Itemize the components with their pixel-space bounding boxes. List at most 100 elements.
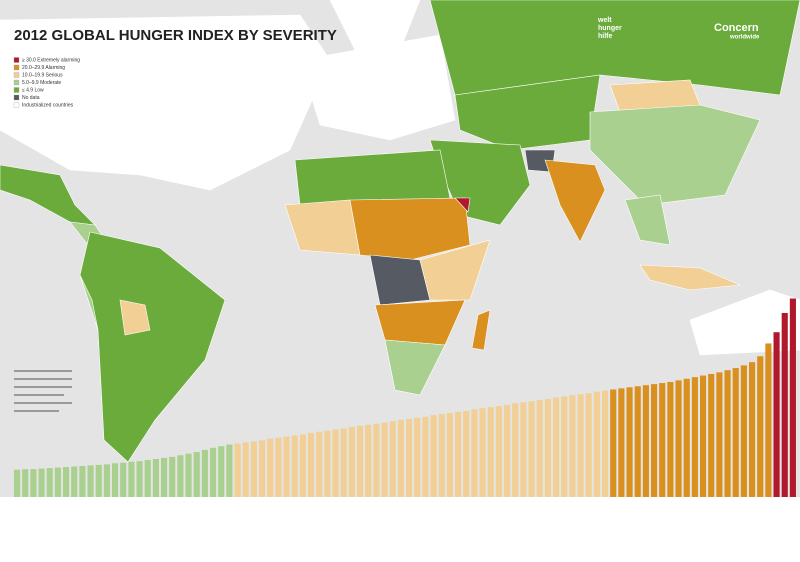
west-africa <box>284 199 361 256</box>
bar <box>724 370 731 497</box>
bar <box>430 415 437 497</box>
bar <box>626 387 633 497</box>
bar <box>438 414 445 497</box>
logo-text: hilfe <box>598 33 612 40</box>
bar <box>406 418 413 497</box>
legend-swatch <box>13 64 20 71</box>
bar <box>422 416 429 497</box>
india <box>544 159 606 243</box>
bar <box>226 444 233 497</box>
bar <box>732 368 739 497</box>
bar <box>275 437 282 497</box>
bar <box>308 432 315 497</box>
bar <box>642 385 649 497</box>
bar <box>504 404 511 497</box>
note-line <box>14 394 64 396</box>
bar <box>161 457 168 497</box>
note-line <box>14 402 72 404</box>
east-africa <box>419 239 491 301</box>
title: 2012 GLOBAL HUNGER INDEX BY SEVERITY <box>14 27 337 44</box>
bar <box>389 421 396 497</box>
legend-label: 20.0–29.9 Alarming <box>22 65 65 71</box>
south-america <box>79 231 226 463</box>
bar <box>749 362 756 497</box>
bar <box>536 400 543 497</box>
bar <box>773 332 780 497</box>
label-strip <box>0 497 800 562</box>
bar <box>740 365 747 497</box>
legend-label: 10.0–19.9 Serious <box>22 72 63 78</box>
southern-africa <box>374 299 466 346</box>
bar <box>781 312 788 497</box>
bar <box>14 469 21 497</box>
bar <box>30 469 37 497</box>
bar <box>716 372 723 497</box>
mexico <box>0 164 96 226</box>
bar <box>683 378 690 497</box>
note-line <box>14 378 72 380</box>
note-text <box>14 370 72 412</box>
bar <box>708 373 715 497</box>
legend-swatch <box>13 79 20 86</box>
bar <box>193 452 200 497</box>
bar <box>651 384 658 497</box>
bar <box>87 465 94 497</box>
horn-of-africa <box>454 197 471 213</box>
bar <box>455 411 462 497</box>
bar <box>79 465 86 497</box>
bar <box>495 406 502 497</box>
bar <box>185 453 192 497</box>
bar <box>512 403 519 497</box>
bar <box>54 467 61 497</box>
bar <box>414 417 421 497</box>
bar <box>348 426 355 497</box>
bar <box>553 397 560 497</box>
bar <box>120 462 127 497</box>
bar <box>610 389 617 497</box>
bar <box>397 419 404 497</box>
bar <box>177 455 184 497</box>
bar <box>46 468 53 497</box>
sahel <box>349 197 471 261</box>
legend-swatch <box>13 94 20 101</box>
bar <box>618 388 625 497</box>
bar <box>446 413 453 497</box>
bar <box>291 435 298 497</box>
bar <box>242 442 249 497</box>
russia <box>429 0 800 96</box>
bar <box>316 431 323 497</box>
bar <box>324 430 331 497</box>
bar <box>95 464 102 497</box>
south-africa <box>384 339 446 396</box>
bar <box>267 438 274 497</box>
bar <box>373 423 380 497</box>
bar <box>691 377 698 497</box>
bar <box>544 399 551 497</box>
bar <box>577 394 584 497</box>
bar <box>659 383 666 497</box>
bar <box>38 468 45 497</box>
north-africa <box>294 149 451 206</box>
bar <box>234 443 241 497</box>
bar <box>365 424 372 497</box>
bar <box>381 422 388 497</box>
note-line <box>14 410 59 412</box>
bar <box>169 456 176 497</box>
bar <box>585 393 592 497</box>
bar <box>299 434 306 497</box>
bar <box>259 440 266 497</box>
bar <box>128 461 135 497</box>
china <box>589 104 761 206</box>
legend-swatch <box>13 87 20 93</box>
bar <box>528 401 535 497</box>
bar <box>667 381 674 497</box>
bar <box>103 464 110 497</box>
bar <box>201 449 208 497</box>
bar <box>479 408 486 497</box>
bar <box>144 460 151 497</box>
bar <box>593 391 600 497</box>
bar <box>757 356 764 497</box>
bar <box>22 469 29 497</box>
legend-swatch <box>13 72 20 78</box>
